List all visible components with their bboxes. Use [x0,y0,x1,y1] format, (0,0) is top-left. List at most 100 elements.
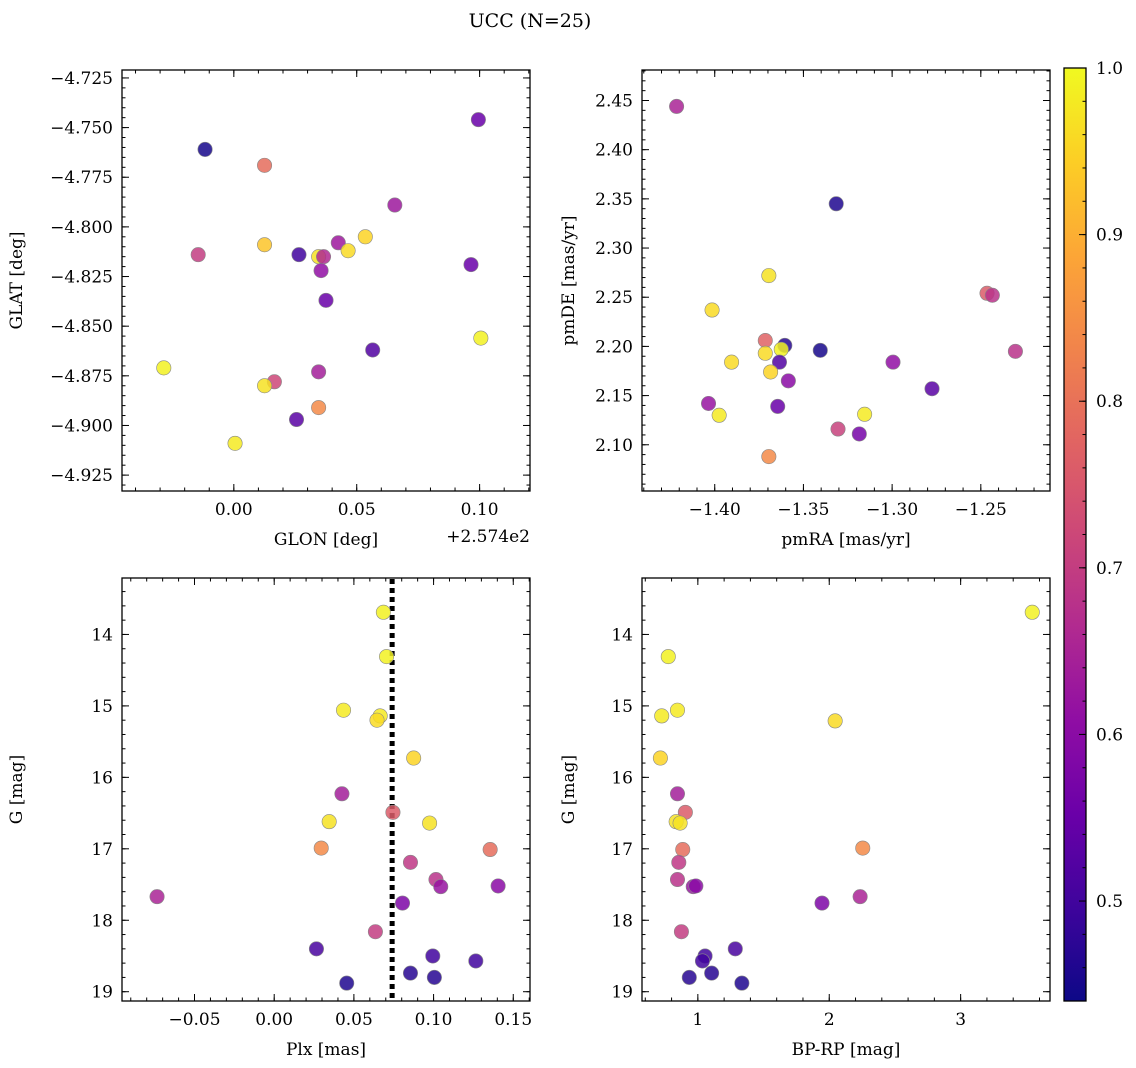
x-axis-label: Plx [mas] [286,1040,366,1060]
y-tick-label: −4.875 [50,367,113,387]
data-point [830,421,846,437]
y-tick-label: 2.45 [595,91,633,111]
data-point [669,702,685,718]
data-point [190,247,206,263]
data-point [336,702,352,718]
data-point [433,879,449,895]
data-point [369,712,385,728]
data-point [316,249,332,265]
y-tick-label: 17 [611,840,633,860]
y-tick-label: 2.40 [595,141,633,161]
y-tick-label: −4.750 [50,119,113,139]
data-point [711,407,727,423]
x-tick-label: 0.05 [338,500,376,520]
data-point [340,243,356,259]
y-tick-label: 16 [611,768,633,788]
x-axis-label: GLON [deg] [274,530,378,550]
data-point [385,804,401,820]
data-point [812,342,828,358]
colorbar-tick-label: 0.7 [1096,559,1123,579]
y-tick-label: 15 [91,697,113,717]
data-point [357,229,373,245]
x-tick-label: −1.25 [955,500,1007,520]
data-point [291,247,307,263]
axes-frame [641,577,1051,1002]
data-point [365,342,381,358]
panel-glon-glat: 0.00 0.05 0.10 −4.925 −4.900 −4.875 −4.850 −4.8… [7,69,531,550]
data-point [757,345,773,361]
data-point [770,398,786,414]
data-point [149,889,165,905]
data-point [672,815,688,831]
x-tick-label: 0.00 [255,1010,293,1030]
x-tick-label: 0.15 [494,1010,532,1030]
data-point [652,750,668,766]
data-point [394,895,410,911]
y-tick-label: 19 [611,983,633,1003]
data-point [885,354,901,370]
data-point [780,373,796,389]
data-point [724,354,740,370]
y-tick-label: 2.25 [595,288,633,308]
y-tick-label: −4.825 [50,268,113,288]
data-points [652,604,1040,991]
data-point [857,406,873,422]
data-point [852,889,868,905]
data-point [727,941,743,957]
y-tick-label: −4.725 [50,69,113,89]
colorbar-tick-label: 1.0 [1096,59,1123,79]
data-point [313,263,329,279]
figure-title: UCC (N=25) [469,10,592,32]
data-point [426,969,442,985]
y-tick-label: 2.15 [595,387,633,407]
data-point [406,750,422,766]
data-point [330,235,346,251]
data-point [425,948,441,964]
y-axis-label: G [mag] [559,755,579,824]
data-point [289,412,305,428]
data-point [704,302,720,318]
y-tick-label: 2.30 [595,239,633,259]
data-point [1024,604,1040,620]
x-axis-label: pmRA [mas/yr] [781,530,910,550]
data-points [156,112,489,451]
data-point [681,969,697,985]
data-point [402,854,418,870]
data-point [227,435,243,451]
data-point [387,197,403,213]
data-point [473,330,489,346]
x-tick-label: −1.35 [777,500,829,520]
x-tick-label: 0.05 [335,1010,373,1030]
y-axis-label: GLAT [deg] [7,231,27,329]
data-point [669,872,685,888]
x-tick-label: 0.10 [461,500,499,520]
data-point [694,953,710,969]
data-point [761,268,777,284]
y-tick-label: 2.35 [595,190,633,210]
y-tick-label: −4.900 [50,416,113,436]
x-axis-label: BP-RP [mag] [792,1040,901,1060]
x-tick-label: 0.00 [215,500,253,520]
data-points [149,604,506,991]
x-offset-label: +2.574e2 [446,527,530,547]
panel-plx-g: −0.05 0.00 0.05 0.10 0.15 14 15 16 17 18 19 Plx [ma… [7,577,532,1060]
data-point [851,426,867,442]
data-point [669,786,685,802]
x-tick-label: 1 [692,1010,703,1030]
x-tick-label: −1.30 [866,500,918,520]
colorbar-tick-label: 0.9 [1096,226,1123,246]
y-tick-label: 18 [611,911,633,931]
data-point [654,708,670,724]
y-tick-label: 2.20 [595,337,633,357]
data-point [482,842,498,858]
colorbar-tick-label: 0.6 [1096,725,1123,745]
data-point [761,449,777,465]
y-tick-label: 14 [611,625,633,645]
data-point [660,649,676,665]
data-point [339,975,355,991]
x-tick-label: 0.10 [415,1010,453,1030]
data-point [313,840,329,856]
data-point [984,287,1000,303]
data-point [334,786,350,802]
